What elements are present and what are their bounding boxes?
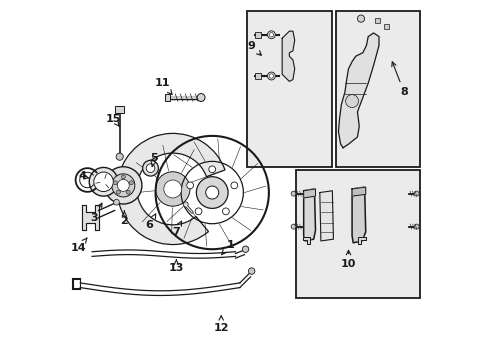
Text: 15: 15 bbox=[106, 114, 121, 127]
Text: 7: 7 bbox=[171, 221, 181, 237]
Circle shape bbox=[129, 181, 133, 185]
Circle shape bbox=[126, 190, 130, 194]
Circle shape bbox=[345, 95, 358, 108]
Circle shape bbox=[116, 190, 120, 194]
Text: 5: 5 bbox=[150, 153, 158, 167]
Bar bbox=[296, 170, 419, 298]
Circle shape bbox=[222, 208, 229, 215]
Circle shape bbox=[413, 191, 418, 196]
Text: 3: 3 bbox=[90, 203, 102, 222]
Text: 11: 11 bbox=[155, 78, 172, 94]
Text: 13: 13 bbox=[168, 260, 183, 273]
Text: 12: 12 bbox=[213, 316, 228, 333]
Text: 6: 6 bbox=[145, 214, 155, 230]
Circle shape bbox=[186, 182, 193, 189]
Circle shape bbox=[267, 72, 275, 80]
Circle shape bbox=[230, 182, 237, 189]
Circle shape bbox=[357, 15, 364, 22]
Circle shape bbox=[195, 208, 202, 215]
Circle shape bbox=[208, 166, 215, 173]
Bar bbox=[375, 18, 380, 23]
Circle shape bbox=[104, 167, 142, 204]
Circle shape bbox=[413, 224, 418, 229]
Circle shape bbox=[269, 74, 273, 78]
Text: 9: 9 bbox=[246, 41, 261, 55]
Circle shape bbox=[267, 31, 275, 39]
Circle shape bbox=[117, 179, 129, 192]
Circle shape bbox=[155, 172, 190, 206]
Polygon shape bbox=[338, 33, 378, 148]
Text: 8: 8 bbox=[391, 62, 407, 97]
Circle shape bbox=[142, 160, 158, 176]
Circle shape bbox=[111, 174, 135, 197]
Circle shape bbox=[113, 181, 117, 185]
Bar bbox=[255, 32, 260, 38]
Polygon shape bbox=[351, 187, 365, 196]
Circle shape bbox=[183, 202, 188, 207]
Text: 1: 1 bbox=[221, 239, 234, 255]
Text: 14: 14 bbox=[71, 238, 87, 253]
Circle shape bbox=[269, 33, 273, 37]
Circle shape bbox=[146, 164, 155, 172]
Polygon shape bbox=[282, 31, 294, 81]
Polygon shape bbox=[303, 189, 315, 198]
Bar bbox=[335, 12, 419, 167]
Text: 4: 4 bbox=[78, 171, 89, 181]
Circle shape bbox=[196, 177, 227, 208]
Circle shape bbox=[248, 268, 254, 274]
Circle shape bbox=[121, 175, 125, 179]
Bar bbox=[115, 107, 124, 113]
Polygon shape bbox=[357, 237, 365, 244]
Polygon shape bbox=[302, 237, 310, 244]
Circle shape bbox=[205, 186, 218, 199]
Circle shape bbox=[163, 180, 182, 198]
Circle shape bbox=[197, 94, 204, 102]
Circle shape bbox=[242, 246, 248, 252]
Text: 2: 2 bbox=[120, 211, 128, 226]
Polygon shape bbox=[82, 205, 99, 230]
Polygon shape bbox=[303, 189, 315, 241]
Wedge shape bbox=[117, 134, 224, 244]
Bar bbox=[383, 24, 388, 29]
Circle shape bbox=[113, 199, 119, 205]
Circle shape bbox=[290, 224, 296, 229]
Circle shape bbox=[116, 153, 123, 160]
Text: 10: 10 bbox=[340, 250, 355, 269]
Bar bbox=[255, 73, 260, 79]
Polygon shape bbox=[351, 187, 365, 243]
Circle shape bbox=[89, 167, 118, 196]
Circle shape bbox=[94, 172, 113, 192]
Polygon shape bbox=[319, 191, 333, 241]
Bar bbox=[164, 94, 170, 102]
Circle shape bbox=[290, 191, 296, 196]
Bar bbox=[247, 12, 332, 167]
